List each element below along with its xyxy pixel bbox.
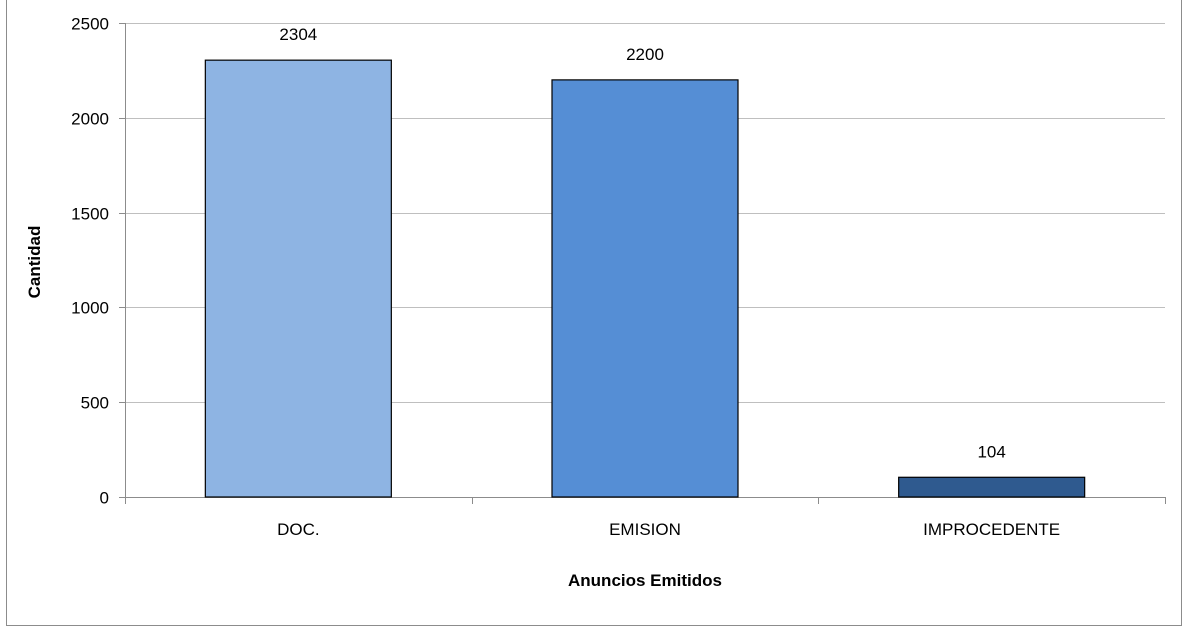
data-label: 104 bbox=[977, 442, 1005, 461]
y-tick-label: 2500 bbox=[71, 15, 109, 34]
y-tick-label: 500 bbox=[81, 394, 109, 413]
y-tick-label: 0 bbox=[100, 489, 109, 508]
x-tick-label: EMISION bbox=[609, 520, 681, 539]
y-tick-label: 1000 bbox=[71, 299, 109, 318]
chart-frame bbox=[6, 0, 1182, 626]
y-tick-label: 2000 bbox=[71, 110, 109, 129]
data-label: 2200 bbox=[626, 45, 664, 64]
y-tick-label: 1500 bbox=[71, 205, 109, 224]
x-tick-label: DOC. bbox=[277, 520, 320, 539]
y-axis-title: Cantidad bbox=[25, 226, 44, 299]
data-label: 2304 bbox=[279, 25, 317, 44]
labels: 0 500 1000 1500 2000 2500 2304 DOC. 2200 EMISION 1… bbox=[71, 15, 1060, 540]
x-tick-label: IMPROCEDENTE bbox=[923, 520, 1060, 539]
bar-improcedente bbox=[898, 476, 1086, 498]
bars bbox=[204, 59, 1086, 498]
bar-doc bbox=[204, 59, 392, 498]
x-axis-title: Anuncios Emitidos bbox=[568, 571, 722, 590]
bar-emision bbox=[551, 79, 739, 498]
